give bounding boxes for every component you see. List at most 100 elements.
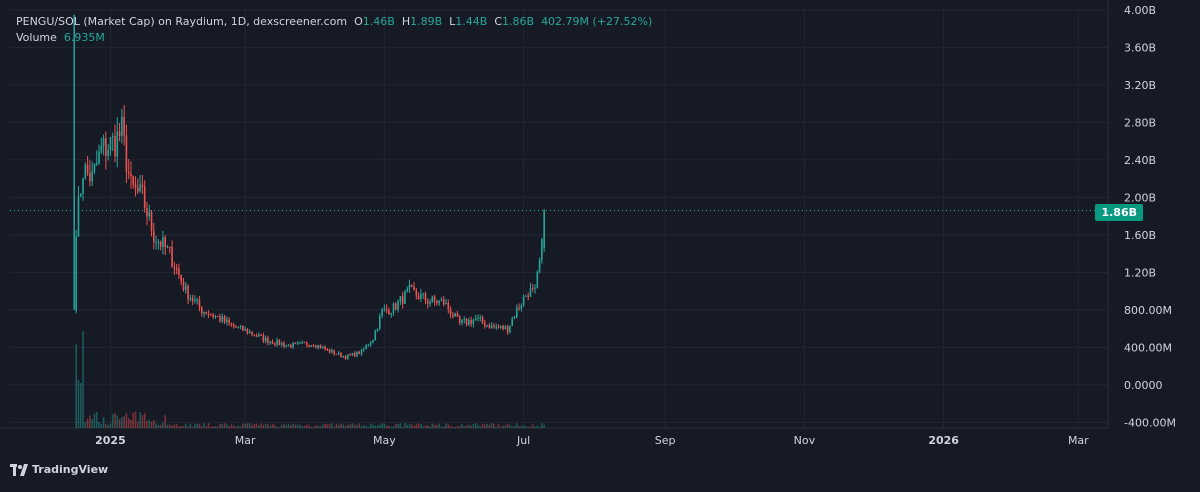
tradingview-brand[interactable]: TradingView <box>10 463 108 476</box>
volume-bar <box>481 423 484 428</box>
candle-body <box>139 184 141 192</box>
candle-body <box>253 334 256 336</box>
candle-body <box>470 319 472 324</box>
candle-body <box>484 322 486 327</box>
candle-body <box>255 335 258 337</box>
volume-bar <box>488 424 491 428</box>
volume-bar <box>321 424 324 428</box>
candle-body <box>381 309 383 316</box>
volume-bar <box>317 425 319 428</box>
candle-body <box>534 287 536 289</box>
candle-body <box>331 350 333 353</box>
volume-bar <box>445 423 447 428</box>
volume-bar <box>531 424 534 428</box>
volume-bar <box>107 424 109 428</box>
volume-bar <box>75 344 77 428</box>
volume-bar <box>178 426 180 428</box>
candle-body <box>399 296 402 302</box>
volume-bar <box>376 425 379 428</box>
candle-body <box>436 300 438 304</box>
volume-bar <box>319 426 322 428</box>
volume-bar <box>333 426 335 428</box>
volume-bar <box>86 418 89 428</box>
candle-body <box>417 295 420 299</box>
candle-body <box>379 315 381 329</box>
volume-bar <box>262 425 265 428</box>
volume-bar <box>465 425 468 428</box>
volume-bar <box>226 424 228 428</box>
candle-body <box>397 301 399 310</box>
candle-body <box>335 353 338 355</box>
volume-bar <box>436 424 438 428</box>
volume-bar <box>513 425 516 428</box>
x-tick-label: Mar <box>1068 434 1089 447</box>
candle-body <box>267 337 269 344</box>
volume-bar <box>509 424 511 428</box>
volume-bar <box>310 426 313 428</box>
x-tick-label: May <box>373 434 396 447</box>
candle-body <box>116 131 119 157</box>
candle-body <box>285 345 288 347</box>
candle-body <box>244 329 246 331</box>
volume-bar <box>301 426 303 428</box>
candle-body <box>506 326 509 333</box>
volume-bar <box>429 426 431 428</box>
volume-bar <box>228 426 230 428</box>
volume-bar <box>118 419 121 428</box>
volume-bar <box>424 425 427 428</box>
volume-bar <box>100 423 103 428</box>
candle-body <box>264 337 267 342</box>
candle-body <box>278 339 281 345</box>
candle-body <box>472 319 475 324</box>
volume-bar <box>153 420 155 428</box>
candle-body <box>137 187 139 192</box>
volume-bar <box>219 423 221 428</box>
candle-body <box>107 150 109 156</box>
candle-body <box>230 322 233 325</box>
volume-bar <box>127 418 130 428</box>
candle-body <box>474 318 477 320</box>
legend-open-value: 1.46B <box>362 15 395 28</box>
candle-body <box>280 343 283 345</box>
chart-legend: PENGU/SOL (Market Cap) on Raydium, 1D, d… <box>16 14 652 46</box>
candle-body <box>77 196 80 237</box>
volume-bar <box>506 423 509 428</box>
volume-bar <box>536 425 539 428</box>
candle-body <box>385 308 388 311</box>
y-tick-label: 3.20B <box>1124 79 1156 92</box>
candle-body <box>529 288 532 297</box>
candle-body <box>276 339 278 345</box>
volume-bar <box>515 423 518 428</box>
candle-body <box>125 135 128 172</box>
candle-body <box>372 339 374 343</box>
candle-body <box>394 303 397 310</box>
candle-body <box>292 342 294 348</box>
candle-body <box>531 288 534 290</box>
volume-bar <box>216 426 219 428</box>
y-tick-label: 1.20B <box>1124 266 1156 279</box>
volume-bar <box>349 424 351 428</box>
candle-body <box>86 164 89 173</box>
candle-body <box>463 318 466 321</box>
candle-body <box>232 324 235 327</box>
candle-body <box>283 343 285 347</box>
volume-bar <box>214 426 217 428</box>
candle-body <box>433 296 436 301</box>
volume-bar <box>162 422 164 428</box>
candle-body <box>178 268 180 275</box>
candle-body <box>121 116 123 136</box>
volume-bar <box>458 426 461 428</box>
candle-body <box>319 345 322 349</box>
volume-bar <box>543 424 545 428</box>
volume-bar <box>102 417 105 428</box>
volume-bar <box>271 423 274 428</box>
volume-bar <box>130 419 132 428</box>
candle-body <box>365 345 367 349</box>
volume-bar <box>454 426 456 428</box>
candle-body <box>205 311 208 315</box>
candle-body <box>356 351 358 357</box>
candle-body <box>148 212 151 217</box>
volume-bar <box>383 423 386 428</box>
